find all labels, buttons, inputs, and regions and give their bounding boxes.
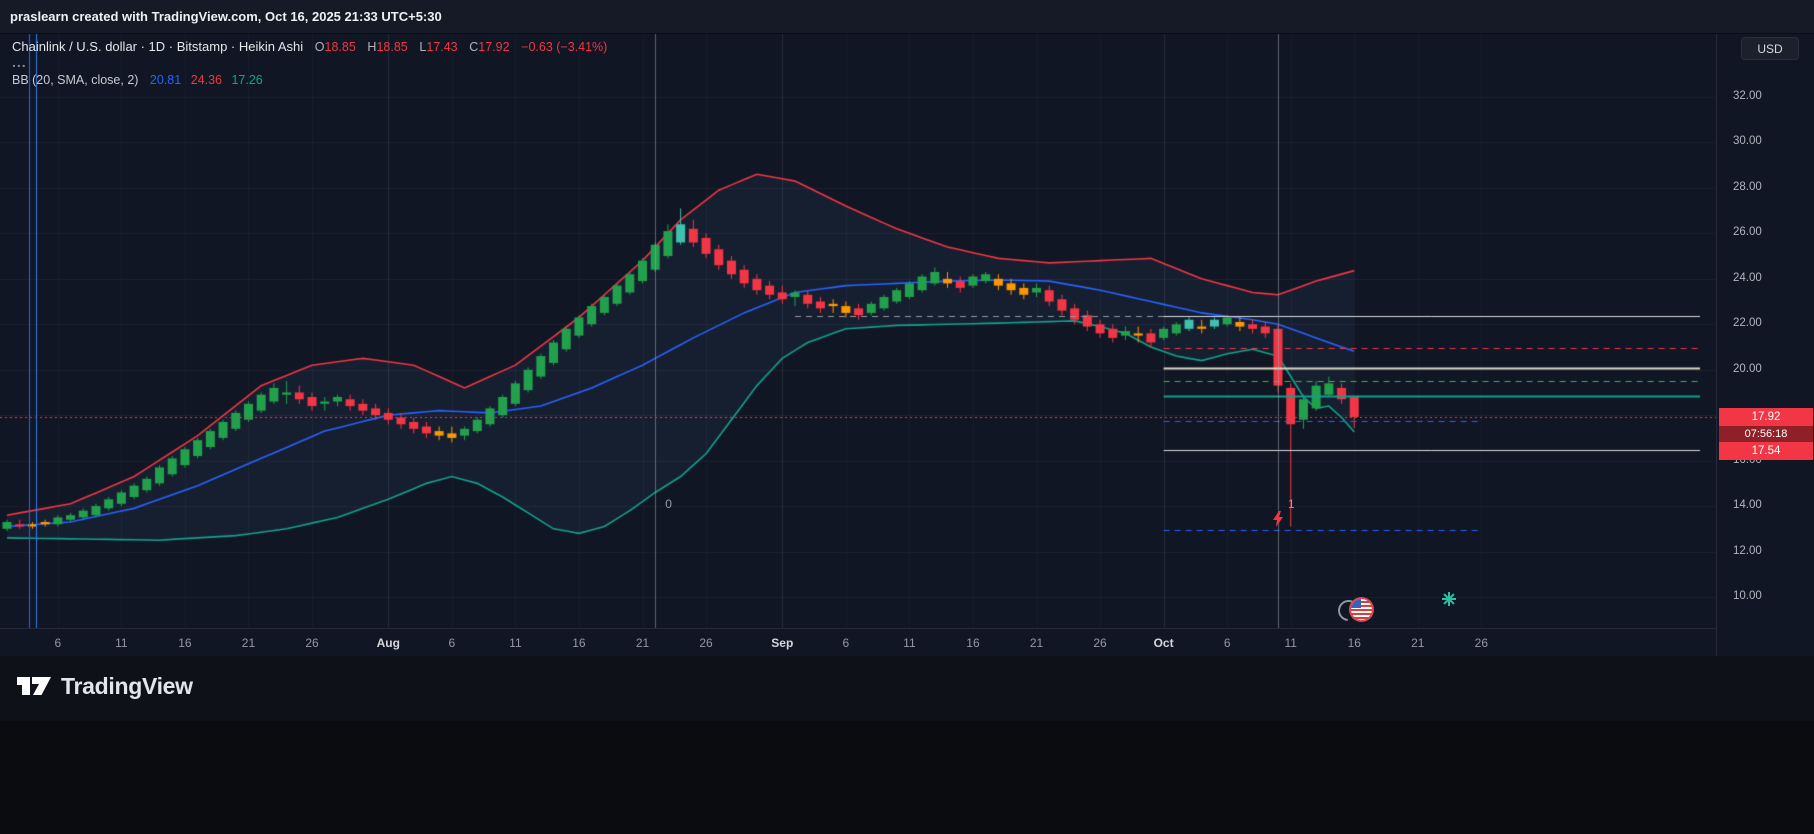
- time-axis-label: 16: [572, 636, 586, 650]
- price-axis-label: 14.00: [1733, 499, 1762, 512]
- bb-basis-value: 20.81: [149, 73, 182, 87]
- bb-indicator-row[interactable]: BB (20, SMA, close, 2) 20.81 24.36 17.26: [12, 73, 607, 87]
- bb-indicator-name[interactable]: BB (20, SMA, close, 2): [12, 73, 139, 87]
- close-value: 17.92: [478, 40, 510, 54]
- high-label: H: [367, 40, 377, 54]
- chart-pane: Chainlink / U.S. dollar · 1D · Bitstamp …: [0, 34, 1814, 656]
- us-flag-event-icon[interactable]: [1351, 599, 1372, 620]
- time-axis-label: Oct: [1153, 636, 1174, 650]
- vertical-line-label: 1: [1288, 496, 1295, 511]
- time-axis-label: 11: [903, 636, 916, 650]
- price-axis-label: 28.00: [1733, 180, 1762, 193]
- price-axis-label: 20.00: [1733, 362, 1762, 375]
- tradingview-logo[interactable]: TradingView: [16, 672, 193, 700]
- currency-button[interactable]: USD: [1741, 37, 1799, 60]
- attribution-bar: praslearn created with TradingView.com, …: [0, 0, 1814, 34]
- bar-countdown-badge: 07:56:18: [1719, 426, 1813, 442]
- low-label: L: [419, 40, 427, 54]
- time-axis-label: 11: [509, 636, 522, 650]
- footer-bottom-strip: [0, 721, 1814, 834]
- price-axis-label: 22.00: [1733, 317, 1762, 330]
- time-axis-label: 16: [966, 636, 980, 650]
- symbol-legend-row[interactable]: Chainlink / U.S. dollar · 1D · Bitstamp …: [12, 39, 607, 54]
- price-axis-label: 12.00: [1733, 544, 1762, 557]
- flash-alert-icon[interactable]: [1272, 510, 1284, 527]
- sparkle-icon[interactable]: [1440, 590, 1458, 608]
- change-value: −0.63 (−3.41%): [521, 40, 608, 54]
- time-axis-label: 21: [1411, 636, 1425, 650]
- time-axis-label: Sep: [771, 636, 794, 650]
- price-axis-label: 26.00: [1733, 226, 1762, 239]
- time-axis-label: 6: [842, 636, 850, 650]
- time-axis-label: 16: [1347, 636, 1361, 650]
- time-axis-label: 6: [1223, 636, 1231, 650]
- price-axis[interactable]: 10.0012.0014.0016.0018.0020.0022.0024.00…: [1716, 34, 1814, 656]
- vertical-line-label: 0: [665, 496, 672, 511]
- time-axis-label: 26: [1093, 636, 1107, 650]
- time-axis-label: 11: [115, 636, 128, 650]
- economic-event-marker[interactable]: [1333, 595, 1382, 626]
- time-axis-label: 21: [241, 636, 256, 650]
- open-value: 18.85: [324, 40, 356, 54]
- high-value: 18.85: [376, 40, 408, 54]
- time-axis-label: 21: [1029, 636, 1044, 650]
- secondary-price-badge: 17.54: [1719, 442, 1813, 460]
- attribution-text: praslearn created with TradingView.com, …: [10, 9, 442, 24]
- time-axis-label: 26: [1474, 636, 1489, 650]
- symbol-title[interactable]: Chainlink / U.S. dollar · 1D · Bitstamp …: [12, 39, 304, 54]
- price-axis-label: 10.00: [1733, 589, 1762, 602]
- tradingview-logo-text: TradingView: [61, 672, 193, 699]
- price-axis-label: 32.00: [1733, 90, 1762, 102]
- time-axis-label: 21: [635, 636, 650, 650]
- low-value: 17.43: [426, 40, 458, 54]
- time-axis-label: 16: [178, 636, 192, 650]
- price-axis-label: 30.00: [1733, 135, 1762, 148]
- bb-lower-value: 17.26: [231, 73, 263, 87]
- time-axis-label: Aug: [376, 636, 400, 650]
- snapshot-footer: TradingView: [0, 656, 1814, 834]
- time-axis-label: 6: [448, 636, 456, 650]
- time-axis-label: 26: [699, 636, 713, 650]
- tradingview-logo-icon: [17, 677, 51, 695]
- chart-legend: Chainlink / U.S. dollar · 1D · Bitstamp …: [12, 39, 607, 87]
- time-axis-label: 6: [54, 636, 62, 650]
- time-axis-label: 11: [1284, 636, 1297, 650]
- time-axis[interactable]: 6 11 16 21 26 Aug 6 11 16 21 26 Sep 6 11 16 21 26 Oct 6 11 1…: [0, 628, 1716, 656]
- close-label: C: [469, 40, 479, 54]
- current-price-badge: 17.92: [1719, 408, 1813, 426]
- time-axis-label: 26: [305, 636, 319, 650]
- open-label: O: [314, 40, 325, 54]
- collapsed-indicators-toggle[interactable]: ...: [12, 54, 27, 70]
- bb-upper-value: 24.36: [190, 73, 222, 87]
- price-axis-label: 24.00: [1733, 271, 1762, 284]
- price-chart-canvas[interactable]: [0, 34, 1716, 628]
